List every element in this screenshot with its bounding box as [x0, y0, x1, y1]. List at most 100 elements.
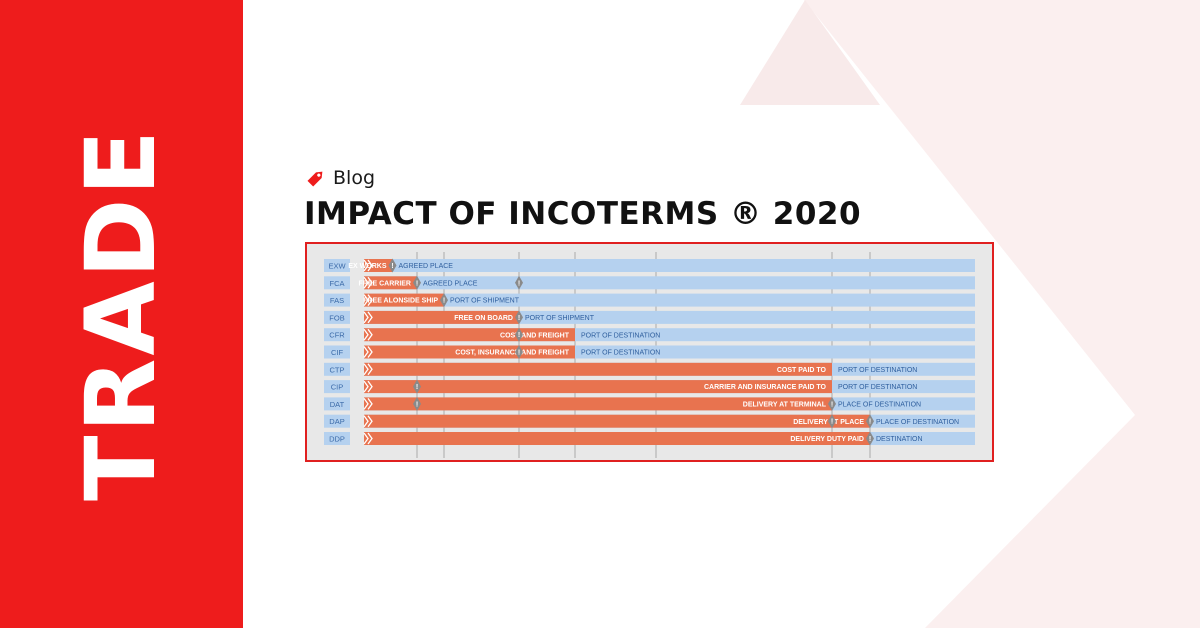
- risk-marker: [413, 379, 421, 394]
- buyer-label: PLACE OF DESTINATION: [876, 419, 959, 426]
- term-code: DDP: [329, 435, 345, 444]
- seller-bar: [364, 397, 832, 411]
- seller-label: COST, INSURANCE AND FREIGHT: [455, 350, 569, 357]
- risk-marker: [866, 431, 874, 446]
- page-title: IMPACT OF INCOTERMS ® 2020: [304, 196, 862, 232]
- trade-vertical-title: TRADE: [65, 127, 177, 501]
- risk-marker-glyph: !: [416, 401, 418, 408]
- term-code: CIP: [331, 383, 344, 392]
- seller-bar: [364, 380, 832, 394]
- seller-bar: [364, 414, 870, 428]
- chevron-arrow: [363, 398, 369, 410]
- seller-bar: [364, 293, 444, 307]
- buyer-label: DESTINATION: [876, 436, 923, 443]
- seller-label: CARRIER AND INSURANCE PAID TO: [704, 384, 827, 391]
- buyer-label: PORT OF SHIPMENT: [450, 298, 520, 305]
- term-code-box: [324, 259, 350, 272]
- term-code: FCA: [330, 279, 345, 288]
- risk-marker-glyph: !: [518, 332, 520, 339]
- risk-marker-glyph: !: [443, 298, 445, 305]
- term-code: CTP: [330, 365, 345, 374]
- risk-marker-glyph: !: [518, 350, 520, 357]
- term-code-box: [324, 397, 350, 411]
- seller-bar: [364, 310, 519, 324]
- buyer-label: PORT OF DESTINATION: [581, 332, 660, 339]
- term-code-box: [324, 310, 350, 324]
- risk-marker: [828, 414, 836, 429]
- term-code-box: [324, 414, 350, 428]
- term-code-box: [324, 380, 350, 394]
- term-code: CFR: [329, 331, 345, 340]
- blog-category[interactable]: Blog: [305, 165, 375, 191]
- seller-bar: [364, 259, 393, 272]
- buyer-bar: [364, 259, 975, 272]
- risk-marker: [515, 310, 523, 325]
- risk-marker: [515, 345, 523, 359]
- chevron-arrow: [367, 346, 373, 358]
- risk-marker: [440, 293, 448, 308]
- seller-label: FREE ALONSIDE SHIP: [363, 298, 438, 305]
- chevron-arrow: [363, 380, 369, 393]
- risk-marker: [515, 275, 523, 290]
- category-label: Blog: [333, 167, 375, 189]
- term-code: DAP: [329, 417, 344, 426]
- incoterms-chart: EXW EX WORKS AGREED PLACE! FCA FREE CARRIER A…: [305, 242, 994, 462]
- risk-marker: [413, 275, 421, 290]
- seller-label: COST AND FREIGHT: [500, 332, 570, 339]
- seller-bar: [364, 432, 870, 445]
- term-code: FAS: [330, 296, 344, 305]
- chevron-arrow: [367, 259, 373, 272]
- term-code: FOB: [329, 313, 344, 322]
- risk-marker-glyph: !: [831, 401, 833, 408]
- term-code: EXW: [328, 262, 346, 271]
- buyer-bar: [364, 276, 975, 290]
- term-code-box: [324, 345, 350, 359]
- term-code-box: [324, 293, 350, 307]
- risk-marker: [866, 414, 874, 429]
- left-brand-band: TRADE: [0, 0, 243, 628]
- seller-label: FREE CARRIER: [358, 280, 411, 287]
- chevron-arrow: [363, 328, 369, 341]
- seller-bar: [364, 362, 832, 376]
- chevron-arrow: [367, 363, 373, 376]
- buyer-label: PORT OF SHIPMENT: [525, 315, 595, 322]
- term-code-box: [324, 362, 350, 376]
- risk-marker-glyph: !: [869, 436, 871, 443]
- seller-bar: [364, 276, 417, 290]
- risk-marker: [828, 396, 836, 411]
- chevron-arrow: [363, 432, 369, 445]
- chevron-arrow: [367, 380, 373, 393]
- chevron-arrow: [363, 415, 369, 428]
- seller-label: FREE ON BOARD: [454, 315, 513, 322]
- seller-bar: [364, 345, 575, 359]
- risk-marker-glyph: !: [869, 419, 871, 426]
- term-code-box: [324, 328, 350, 342]
- chevron-arrow: [363, 311, 369, 324]
- chevron-arrow: [367, 311, 373, 324]
- term-code-box: [324, 432, 350, 445]
- chevron-arrow: [367, 398, 373, 410]
- seller-label: EX WORKS: [348, 263, 386, 270]
- chevron-arrow: [363, 259, 369, 272]
- risk-marker: [515, 327, 523, 342]
- incoterms-diagram: EXW EX WORKS AGREED PLACE! FCA FREE CARRIER A…: [324, 252, 975, 458]
- buyer-label: PORT OF DESTINATION: [581, 350, 660, 357]
- buyer-label: AGREED PLACE: [423, 280, 478, 287]
- seller-bar: [364, 328, 575, 342]
- chevron-arrow: [363, 363, 369, 376]
- seller-label: COST PAID TO: [777, 367, 827, 374]
- chevron-arrow: [367, 294, 373, 306]
- term-code: CIF: [331, 348, 344, 357]
- risk-marker: [388, 258, 397, 273]
- risk-marker-glyph: !: [416, 384, 418, 391]
- chevron-arrow: [363, 346, 369, 358]
- risk-marker-glyph: !: [416, 280, 418, 287]
- tag-icon: [307, 171, 323, 187]
- risk-marker: [413, 396, 421, 411]
- seller-label: DELIVERY AT TERMINAL: [743, 402, 827, 409]
- term-code-box: [324, 276, 350, 290]
- buyer-label: PLACE OF DESTINATION: [838, 402, 921, 409]
- chevron-arrow: [367, 328, 373, 341]
- buyer-label: PORT OF DESTINATION: [838, 384, 917, 391]
